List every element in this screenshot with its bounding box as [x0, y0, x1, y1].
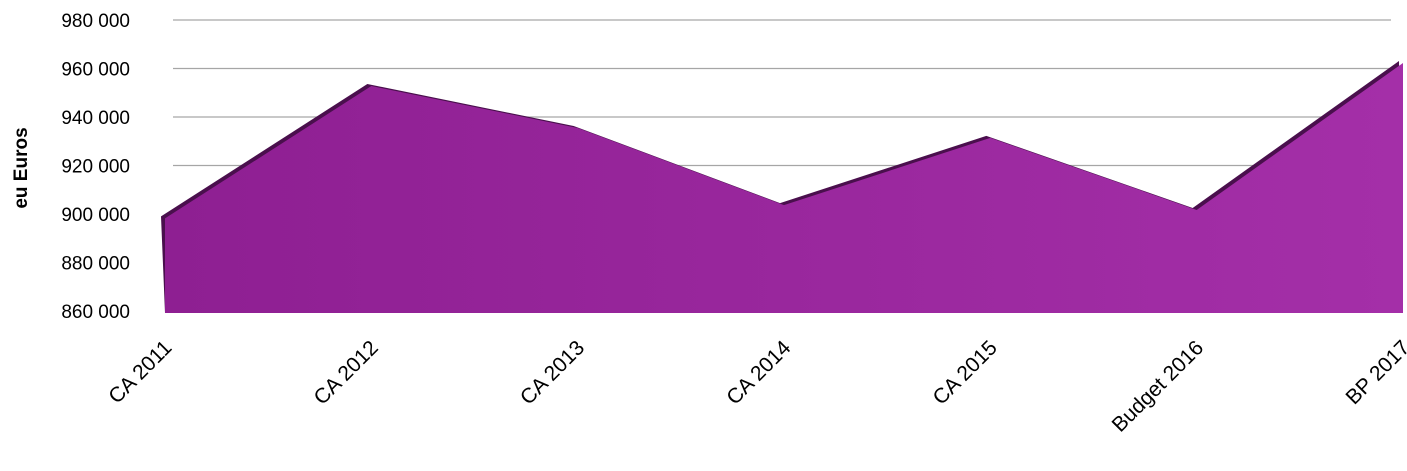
y-tick-label: 900 000: [61, 205, 130, 226]
x-tick-label: CA 2011: [104, 336, 176, 408]
x-tick-label: BP 2017: [1341, 336, 1407, 409]
x-tick-label: CA 2012: [310, 336, 383, 409]
y-axis-label: eu Euros: [11, 127, 32, 208]
y-tick-label: 940 000: [61, 108, 130, 129]
y-tick-label: 880 000: [61, 254, 130, 275]
y-tick-label: 980 000: [61, 11, 130, 32]
area: [165, 62, 1403, 313]
x-tick-label: CA 2014: [722, 336, 795, 409]
x-tick-label: Budget 2016: [1108, 336, 1208, 436]
y-tick-label: 860 000: [61, 302, 130, 323]
y-tick-label: 960 000: [61, 60, 130, 81]
x-tick-label: CA 2013: [516, 336, 589, 409]
y-tick-label: 920 000: [61, 157, 130, 178]
x-tick-label: CA 2015: [929, 336, 1002, 409]
